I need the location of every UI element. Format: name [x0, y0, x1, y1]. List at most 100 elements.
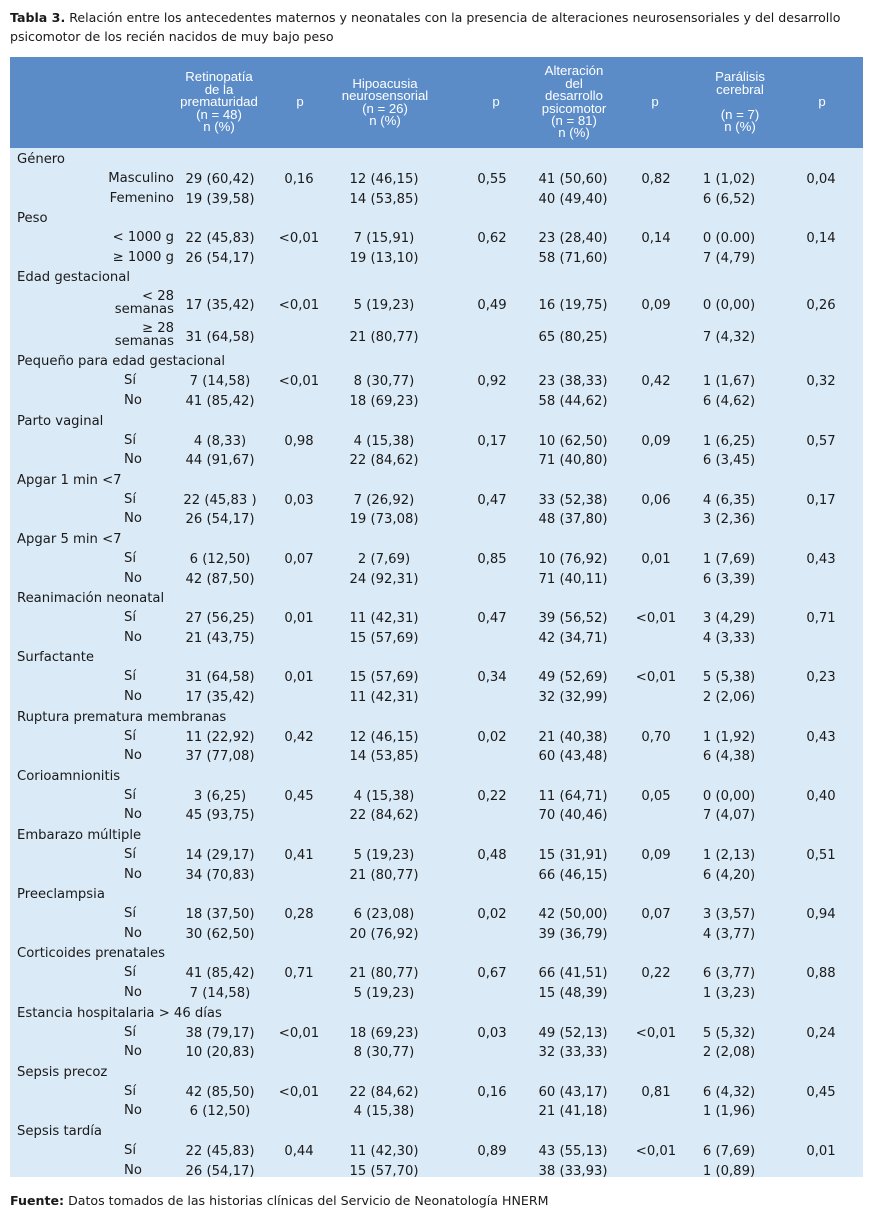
p-value-cell: 0,22: [641, 966, 671, 982]
row-label: < 28 semanas: [114, 289, 174, 318]
count-cell: 14 (53,85): [349, 191, 419, 207]
row-label: ≥ 1000 g: [112, 249, 174, 265]
count-cell: 22 (45,83): [185, 231, 255, 247]
count-cell: 19 (13,10): [349, 250, 419, 266]
table-row: Sí 18 (37,50) 0,28 6 (23,08) 0,02 42 (50,00) 0…: [10, 907, 863, 927]
table-row: Sí 31 (64,58) 0,01 15 (57,69) 0,34 49 (52,69)…: [10, 670, 863, 690]
p-value-cell: 0,03: [477, 1025, 507, 1041]
row-label: No: [124, 1162, 142, 1178]
table-row: Sí 3 (6,25) 0,45 4 (15,38) 0,22 11 (64,71) 0,0…: [10, 789, 863, 809]
count-cell: 17 (35,42): [185, 690, 255, 705]
count-cell: 33 (52,38): [538, 492, 608, 508]
count-cell: 4 (6,35): [702, 492, 756, 508]
count-cell: 3 (3,57): [702, 907, 756, 923]
section-title: Preeclampsia: [17, 887, 105, 903]
row-label: Sí: [124, 669, 137, 685]
count-cell: 5 (5,38): [702, 670, 756, 686]
section-title: Estancia hospitalaria > 46 días: [17, 1005, 222, 1021]
count-cell: 3 (2,36): [702, 512, 756, 528]
count-cell: 19 (39,58): [185, 191, 255, 207]
count-cell: 65 (80,25): [538, 330, 608, 346]
count-cell: 6 (12,50): [189, 1104, 251, 1120]
count-cell: 41 (85,42): [185, 394, 255, 409]
p-value-cell: 0,71: [806, 611, 836, 627]
row-label: Sí: [124, 491, 137, 507]
count-cell: 17 (35,42): [185, 298, 255, 314]
count-cell: 23 (38,33): [538, 374, 608, 390]
table-row: No 42 (87,50) 24 (92,31) 71 (40,11) 6 (3,39): [10, 570, 863, 592]
count-cell: 15 (48,39): [538, 986, 608, 1001]
table-row: ≥ 1000 g 26 (54,17) 19 (13,10) 58 (71,60) 7 …: [10, 251, 863, 271]
p-value-cell: 0,05: [641, 788, 671, 804]
p-value-cell: 0,41: [284, 848, 314, 863]
section-title: Corticoides prenatales: [17, 946, 166, 962]
p-value-cell: 0,62: [477, 231, 507, 247]
p-value-cell: 0,89: [477, 1144, 507, 1159]
count-cell: 0 (0,00): [702, 298, 756, 314]
table-row: No 7 (14,58) 5 (19,23) 15 (48,39) 1 (3,23): [10, 986, 863, 1006]
table-row: No 26 (54,17) 15 (57,70) 38 (33,93) 1 (0,89): [10, 1162, 863, 1184]
table-row: Femenino 19 (39,58) 14 (53,85) 40 (49,40) 6 …: [10, 191, 863, 212]
count-cell: 1 (6,25): [702, 433, 756, 449]
count-cell: 21 (40,38): [538, 729, 608, 745]
section-title: Edad gestacional: [17, 270, 131, 286]
count-cell: 0 (0,00): [702, 788, 756, 804]
row-label: Sí: [124, 728, 137, 744]
count-cell: 2 (7,69): [357, 552, 411, 567]
count-cell: 7 (14,58): [189, 986, 251, 1001]
p-value-cell: 0,92: [477, 374, 507, 390]
count-cell: 11 (42,31): [349, 690, 419, 705]
p-value-cell: 0,04: [806, 172, 836, 187]
section-title: Embarazo múltiple: [17, 828, 142, 843]
table-row: Sí 4 (8,33) 0,98 4 (15,38) 0,17 10 (62,50) 0,0…: [10, 433, 863, 454]
p-value-cell: 0,32: [806, 374, 836, 390]
section-title: Ruptura prematura membranas: [17, 709, 227, 725]
count-cell: 20 (76,92): [349, 926, 419, 942]
count-cell: 30 (62,50): [185, 926, 255, 942]
count-cell: 1 (7,69): [702, 552, 756, 567]
p-value-cell: <0,01: [278, 298, 320, 314]
count-cell: 14 (29,17): [185, 848, 255, 863]
table-row: Sí 22 (45,83 ) 0,03 7 (26,92) 0,47 33 (52,38)…: [10, 493, 863, 513]
count-cell: 31 (64,58): [185, 330, 255, 346]
table-row: No 41 (85,42) 18 (69,23) 58 (44,62) 6 (4,62): [10, 394, 863, 414]
count-cell: 49 (52,69): [538, 670, 608, 686]
count-cell: 1 (1,92): [702, 729, 756, 745]
count-cell: 1 (3,23): [702, 986, 756, 1001]
count-cell: 6 (12,50): [189, 552, 251, 567]
p-value-cell: 0,42: [641, 374, 671, 390]
count-cell: 71 (40,11): [538, 571, 608, 587]
count-cell: 7 (4,32): [702, 330, 756, 346]
count-cell: 49 (52,13): [538, 1025, 608, 1041]
table-row: Sí 14 (29,17) 0,41 5 (19,23) 0,48 15 (31,91) 0…: [10, 848, 863, 868]
p-value-cell: 0,24: [806, 1025, 836, 1041]
count-cell: 4 (3,33): [702, 630, 756, 646]
count-cell: 48 (37,80): [538, 512, 608, 528]
table-row: No 44 (91,67) 22 (84,62) 71 (40,80) 6 (3,45): [10, 453, 863, 473]
table-row: Sí 27 (56,25) 0,01 11 (42,31) 0,47 39 (56,52)…: [10, 611, 863, 631]
count-cell: 6 (23,08): [353, 907, 415, 923]
table-row: No 10 (20,83) 8 (30,77) 32 (33,33) 2 (2,08): [10, 1045, 863, 1065]
row-label: Sí: [124, 847, 137, 862]
count-cell: 0 (0.00): [702, 231, 756, 247]
count-cell: 22 (84,62): [349, 1084, 419, 1100]
p-value-cell: 0,01: [284, 611, 314, 627]
count-cell: 15 (31,91): [538, 848, 608, 863]
p-value-cell: 0,49: [477, 298, 507, 314]
count-cell: 32 (32,99): [538, 690, 608, 705]
p-value-cell: <0,01: [635, 670, 677, 686]
count-cell: 22 (45,83): [185, 1144, 255, 1159]
p-value-cell: 0,07: [641, 907, 671, 923]
section-title: Género: [17, 152, 66, 167]
footer-label: Fuente:: [10, 1193, 65, 1208]
p-value-cell: <0,01: [635, 1025, 677, 1041]
count-cell: 6 (4,32): [702, 1084, 756, 1100]
count-cell: 11 (22,92): [185, 729, 255, 745]
count-cell: 60 (43,48): [538, 749, 608, 765]
count-cell: 38 (79,17): [185, 1025, 255, 1041]
table-row: Sí 42 (85,50) <0,01 22 (84,62) 0,16 60 (43,17…: [10, 1085, 863, 1105]
footer-text: Datos tomados de las historias clínicas …: [68, 1193, 549, 1208]
count-cell: 34 (70,83): [185, 867, 255, 883]
row-label: No: [124, 570, 142, 586]
header-column: Retinopatía de la prematuridad (n = 48) …: [180, 69, 258, 135]
